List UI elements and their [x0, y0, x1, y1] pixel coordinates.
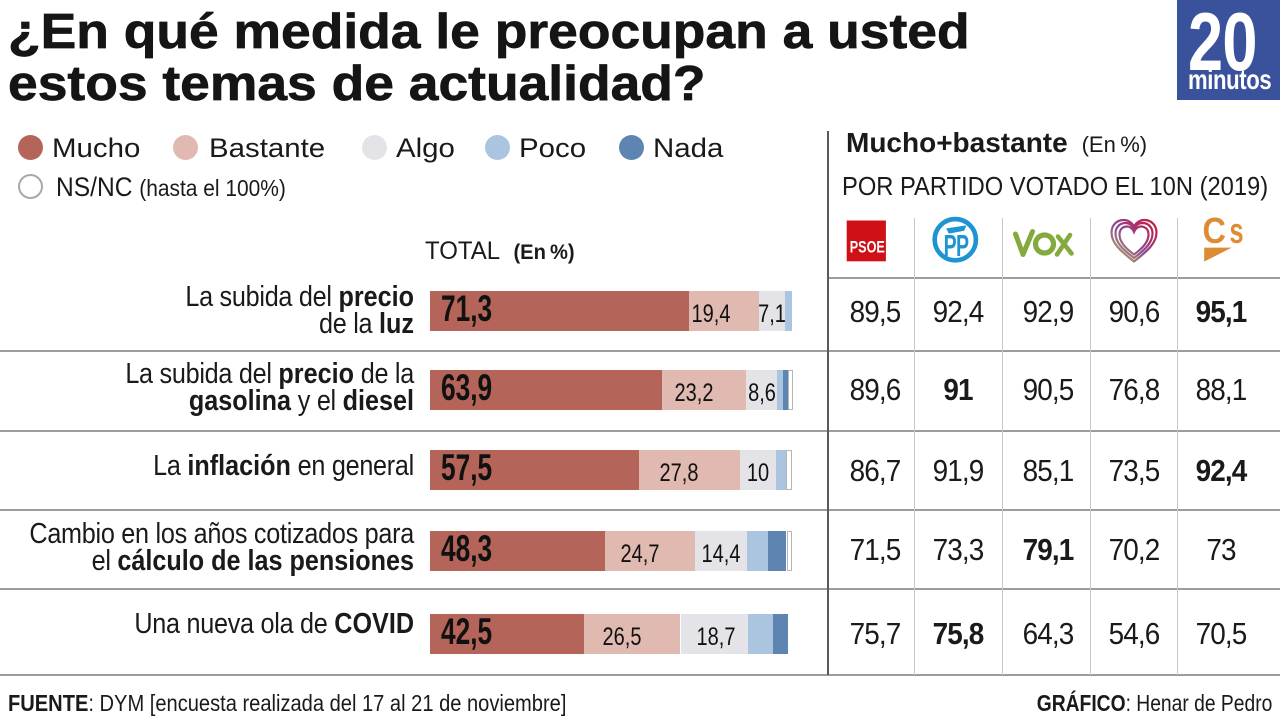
svg-text:C: C [1203, 211, 1226, 251]
svg-text:PSOE: PSOE [850, 239, 885, 257]
svg-text:s: s [1230, 210, 1244, 251]
svg-text:PP: PP [944, 230, 969, 264]
